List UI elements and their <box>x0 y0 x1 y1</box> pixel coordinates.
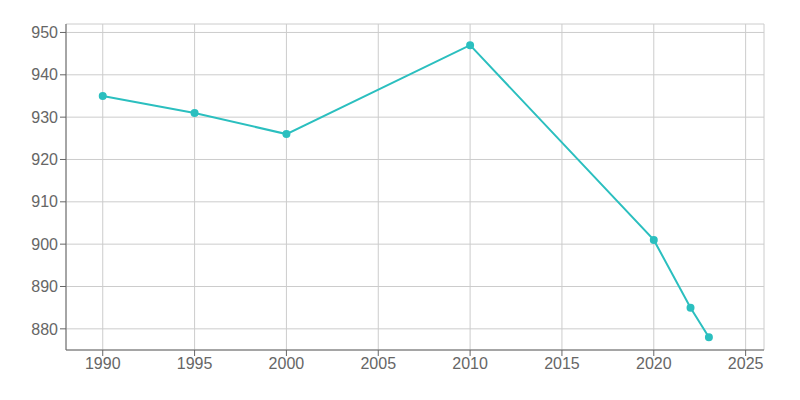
svg-text:920: 920 <box>31 151 58 168</box>
svg-text:2015: 2015 <box>544 355 580 372</box>
svg-text:2005: 2005 <box>360 355 396 372</box>
svg-text:2010: 2010 <box>452 355 488 372</box>
svg-text:900: 900 <box>31 236 58 253</box>
svg-text:2025: 2025 <box>728 355 764 372</box>
svg-text:1990: 1990 <box>85 355 121 372</box>
svg-text:2020: 2020 <box>636 355 672 372</box>
svg-text:930: 930 <box>31 109 58 126</box>
svg-text:880: 880 <box>31 321 58 338</box>
svg-text:910: 910 <box>31 193 58 210</box>
svg-text:890: 890 <box>31 278 58 295</box>
svg-text:1995: 1995 <box>177 355 213 372</box>
svg-text:2000: 2000 <box>269 355 305 372</box>
svg-text:950: 950 <box>31 24 58 41</box>
svg-text:940: 940 <box>31 66 58 83</box>
